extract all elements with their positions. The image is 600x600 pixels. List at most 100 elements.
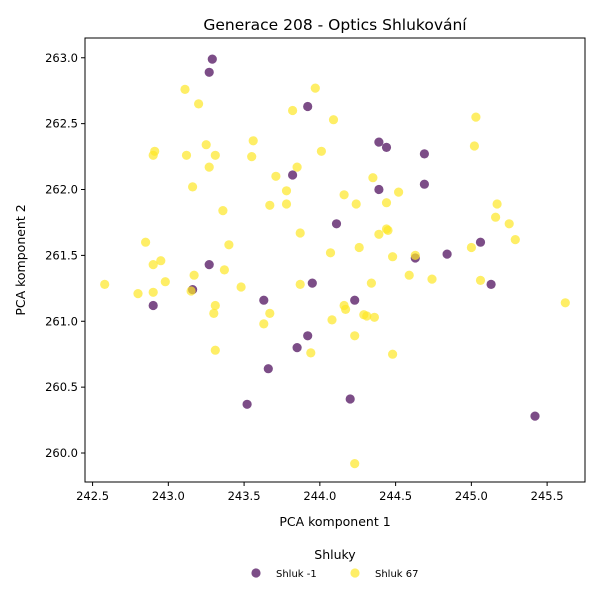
data-point-series-0-14 xyxy=(307,278,317,288)
legend-marker-shluk-minus-1 xyxy=(251,568,261,578)
data-point-series-1-50 xyxy=(160,277,170,287)
data-point-series-1-72 xyxy=(388,349,398,359)
data-point-series-0-25 xyxy=(530,411,540,421)
data-point-series-1-52 xyxy=(100,279,110,289)
data-point-series-1-3 xyxy=(288,105,298,116)
y-tick-label: 262.0 xyxy=(45,183,78,197)
x-axis-label: PCA komponent 1 xyxy=(279,514,390,529)
x-tick-label: 243.0 xyxy=(152,489,185,503)
legend: Shluky Shluk -1 Shluk 67 xyxy=(251,547,419,580)
data-point-series-1-51 xyxy=(366,278,376,288)
data-point-series-1-37 xyxy=(224,240,234,250)
data-point-series-0-21 xyxy=(292,343,302,353)
legend-label-shluk-67: Shluk 67 xyxy=(375,569,419,580)
plot-area xyxy=(100,54,570,469)
data-point-series-1-13 xyxy=(247,152,257,162)
x-tick-label: 242.5 xyxy=(76,489,109,503)
data-point-series-1-54 xyxy=(236,282,246,292)
data-point-series-1-41 xyxy=(410,250,420,260)
legend-marker-shluk-67 xyxy=(350,568,360,578)
y-tick-label: 261.0 xyxy=(45,314,78,328)
data-point-series-1-59 xyxy=(210,300,220,311)
data-point-series-1-12 xyxy=(210,150,220,160)
data-point-series-0-23 xyxy=(345,394,355,404)
data-point-series-1-15 xyxy=(292,162,302,172)
data-point-series-1-32 xyxy=(374,229,384,239)
data-point-series-1-42 xyxy=(388,252,398,262)
data-point-series-1-40 xyxy=(325,248,336,258)
data-point-series-1-67 xyxy=(327,315,337,325)
data-point-series-1-36 xyxy=(141,237,151,247)
data-point-series-1-24 xyxy=(281,199,292,209)
data-point-series-1-61 xyxy=(341,304,351,314)
legend-title: Shluky xyxy=(314,547,356,562)
data-point-series-0-9 xyxy=(331,219,342,229)
data-point-series-1-38 xyxy=(354,242,364,253)
data-point-series-0-0 xyxy=(207,54,217,64)
data-point-series-0-19 xyxy=(148,300,158,311)
y-tick-label: 260.5 xyxy=(45,380,78,394)
data-point-series-1-6 xyxy=(201,140,211,150)
legend-label-shluk-minus-1: Shluk -1 xyxy=(276,569,317,580)
y-tick-label: 262.5 xyxy=(45,117,78,131)
data-point-series-1-45 xyxy=(219,265,229,275)
data-point-series-1-58 xyxy=(560,298,570,308)
data-point-series-1-56 xyxy=(148,287,158,297)
data-point-series-1-68 xyxy=(259,319,269,329)
data-point-series-0-13 xyxy=(204,260,214,270)
data-point-series-1-55 xyxy=(186,286,196,296)
data-point-series-1-46 xyxy=(404,270,414,280)
data-point-series-1-16 xyxy=(204,162,214,172)
data-point-series-1-26 xyxy=(381,198,392,208)
data-point-series-1-57 xyxy=(133,289,143,299)
data-point-series-1-30 xyxy=(504,219,514,229)
data-point-series-1-14 xyxy=(469,141,479,151)
data-point-series-0-24 xyxy=(242,399,252,409)
data-point-series-0-20 xyxy=(303,331,313,341)
x-tick-label: 245.5 xyxy=(531,489,564,503)
data-point-series-1-49 xyxy=(475,275,486,285)
data-point-series-0-2 xyxy=(303,101,313,112)
data-point-series-0-5 xyxy=(419,149,429,159)
data-point-series-1-4 xyxy=(328,115,339,125)
data-point-series-1-44 xyxy=(148,260,158,270)
data-point-series-1-71 xyxy=(306,348,316,358)
data-point-series-1-8 xyxy=(316,146,326,156)
data-point-series-0-7 xyxy=(374,184,384,195)
data-point-series-0-4 xyxy=(381,142,392,152)
data-point-series-1-31 xyxy=(295,228,305,238)
y-axis: 260.0 260.5 261.0 261.5 262.0 262.5 263.0 xyxy=(45,51,85,460)
y-tick-label: 260.0 xyxy=(45,446,78,460)
data-point-series-1-20 xyxy=(281,186,292,196)
data-point-series-0-17 xyxy=(259,295,269,305)
data-point-series-1-43 xyxy=(156,256,166,266)
x-tick-label: 245.0 xyxy=(455,489,488,503)
data-point-series-1-5 xyxy=(471,112,481,122)
chart-title: Generace 208 - Optics Shlukování xyxy=(203,16,467,34)
data-point-series-0-11 xyxy=(442,249,452,259)
data-point-series-0-10 xyxy=(475,237,486,247)
data-point-series-1-19 xyxy=(188,182,198,192)
data-point-series-1-23 xyxy=(265,200,275,210)
data-point-series-0-18 xyxy=(350,295,360,305)
data-point-series-1-66 xyxy=(369,312,379,322)
data-point-series-1-70 xyxy=(210,345,220,355)
data-point-series-1-25 xyxy=(351,199,361,209)
data-point-series-1-48 xyxy=(427,274,437,284)
data-point-series-1-63 xyxy=(265,308,275,318)
data-point-series-1-35 xyxy=(510,235,520,245)
x-tick-label: 244.0 xyxy=(303,489,336,503)
data-point-series-1-53 xyxy=(295,279,305,289)
data-point-series-1-29 xyxy=(491,212,501,222)
data-point-series-1-2 xyxy=(194,99,204,109)
data-point-series-0-3 xyxy=(374,137,384,147)
data-point-series-1-39 xyxy=(466,242,476,253)
data-point-series-1-11 xyxy=(148,150,158,160)
data-point-series-1-34 xyxy=(381,224,392,234)
data-point-series-0-15 xyxy=(486,279,496,289)
data-point-series-1-7 xyxy=(248,136,258,146)
data-point-series-1-17 xyxy=(271,171,281,181)
data-point-series-1-27 xyxy=(492,199,502,209)
x-axis: 242.5 243.0 243.5 244.0 244.5 245.0 245.5 xyxy=(76,482,564,503)
x-tick-label: 244.5 xyxy=(379,489,412,503)
